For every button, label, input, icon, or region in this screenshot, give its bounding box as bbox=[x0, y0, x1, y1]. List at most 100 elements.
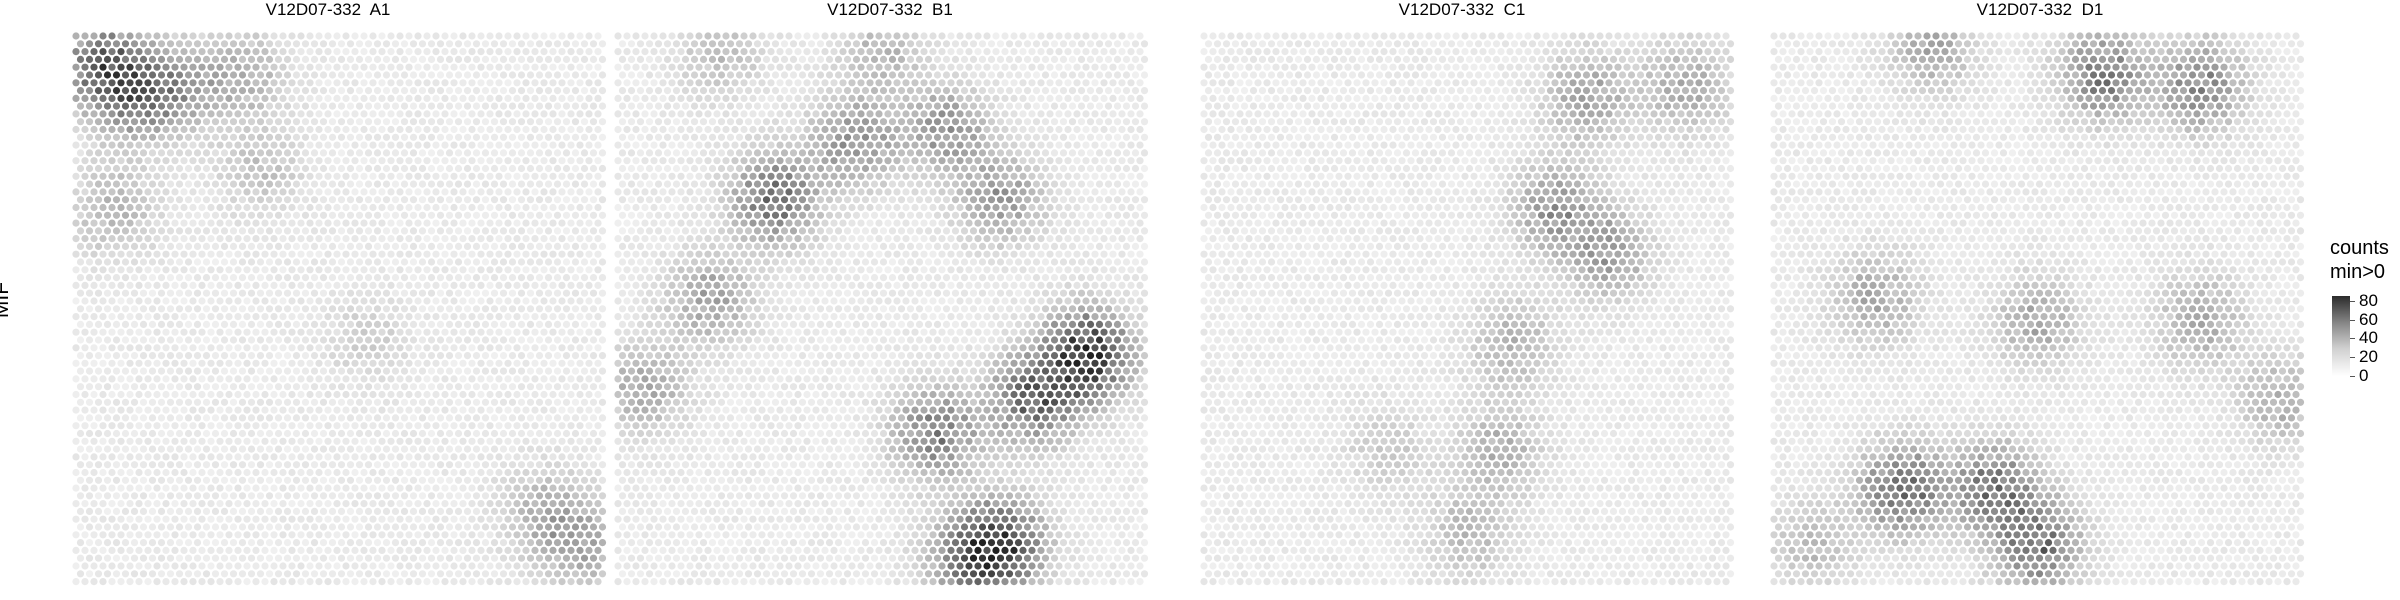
spot bbox=[153, 32, 161, 40]
spot bbox=[315, 453, 323, 461]
spot bbox=[126, 141, 134, 149]
spot bbox=[261, 235, 269, 243]
spot bbox=[722, 63, 730, 71]
spot bbox=[216, 515, 224, 523]
spot bbox=[108, 453, 116, 461]
spot bbox=[247, 539, 256, 547]
spot bbox=[432, 141, 440, 149]
spot bbox=[211, 367, 220, 375]
spot bbox=[211, 211, 220, 219]
spot bbox=[342, 125, 350, 134]
spot bbox=[94, 87, 103, 95]
spot bbox=[328, 320, 337, 328]
spot bbox=[1104, 102, 1113, 110]
spot bbox=[256, 242, 265, 250]
spot bbox=[508, 227, 517, 235]
spot bbox=[618, 40, 627, 48]
spot bbox=[544, 55, 553, 63]
spot bbox=[184, 352, 193, 360]
spot bbox=[265, 55, 274, 63]
spot bbox=[144, 375, 152, 383]
spot bbox=[400, 87, 409, 95]
spot bbox=[549, 437, 557, 445]
spot bbox=[690, 71, 699, 79]
spot bbox=[108, 32, 116, 40]
spot bbox=[378, 406, 386, 414]
spot bbox=[171, 468, 179, 477]
spot bbox=[265, 180, 274, 188]
spot bbox=[301, 492, 310, 500]
spot bbox=[189, 94, 197, 102]
spot bbox=[409, 71, 418, 79]
spot bbox=[870, 71, 879, 79]
spot bbox=[301, 445, 310, 453]
spot bbox=[938, 79, 946, 87]
spot bbox=[103, 461, 112, 469]
spot bbox=[472, 336, 481, 344]
spot bbox=[279, 453, 287, 461]
spot bbox=[211, 554, 220, 562]
spot bbox=[72, 125, 80, 134]
spot bbox=[261, 422, 269, 430]
spot bbox=[418, 87, 427, 95]
spot bbox=[481, 211, 490, 219]
spot bbox=[355, 102, 364, 110]
spot bbox=[450, 359, 458, 367]
spot bbox=[144, 578, 152, 586]
spot bbox=[310, 133, 319, 141]
spot bbox=[288, 48, 296, 56]
spot bbox=[1131, 71, 1140, 79]
spot bbox=[441, 110, 449, 118]
spot bbox=[243, 235, 251, 243]
spot bbox=[486, 125, 494, 134]
spot bbox=[85, 507, 94, 515]
spot bbox=[535, 274, 544, 282]
spot bbox=[139, 55, 148, 63]
spot bbox=[1100, 48, 1108, 56]
spot bbox=[378, 328, 386, 336]
spot bbox=[90, 48, 98, 56]
spot bbox=[414, 281, 422, 289]
spot bbox=[265, 87, 274, 95]
spot bbox=[99, 172, 107, 180]
spot bbox=[234, 437, 242, 445]
spot bbox=[202, 118, 211, 126]
spot bbox=[189, 250, 197, 258]
spot bbox=[103, 40, 112, 48]
spot bbox=[405, 359, 413, 367]
spot bbox=[360, 515, 368, 523]
spot bbox=[776, 79, 784, 87]
spot bbox=[771, 71, 780, 79]
spot bbox=[1122, 40, 1131, 48]
spot bbox=[405, 219, 413, 227]
spot bbox=[1113, 118, 1122, 126]
spot bbox=[315, 437, 323, 445]
spot bbox=[744, 118, 753, 126]
spot bbox=[135, 390, 143, 399]
spot bbox=[283, 570, 292, 578]
spot bbox=[454, 211, 463, 219]
spot bbox=[571, 492, 580, 500]
spot bbox=[450, 562, 458, 570]
spot bbox=[288, 578, 296, 586]
spot bbox=[270, 375, 278, 383]
spot bbox=[243, 188, 251, 196]
spot bbox=[256, 539, 265, 547]
spot bbox=[400, 414, 409, 422]
spot bbox=[99, 203, 107, 212]
spot bbox=[139, 196, 148, 204]
spot bbox=[540, 500, 548, 508]
spot bbox=[108, 172, 116, 180]
spot bbox=[94, 211, 103, 219]
spot bbox=[450, 578, 458, 586]
spot bbox=[382, 71, 391, 79]
spot bbox=[193, 414, 202, 422]
spot bbox=[549, 390, 557, 399]
spot bbox=[526, 118, 535, 126]
spot bbox=[382, 352, 391, 360]
spot bbox=[544, 492, 553, 500]
spot bbox=[753, 133, 762, 141]
spot bbox=[477, 422, 485, 430]
spot bbox=[490, 507, 499, 515]
spot bbox=[333, 235, 341, 243]
